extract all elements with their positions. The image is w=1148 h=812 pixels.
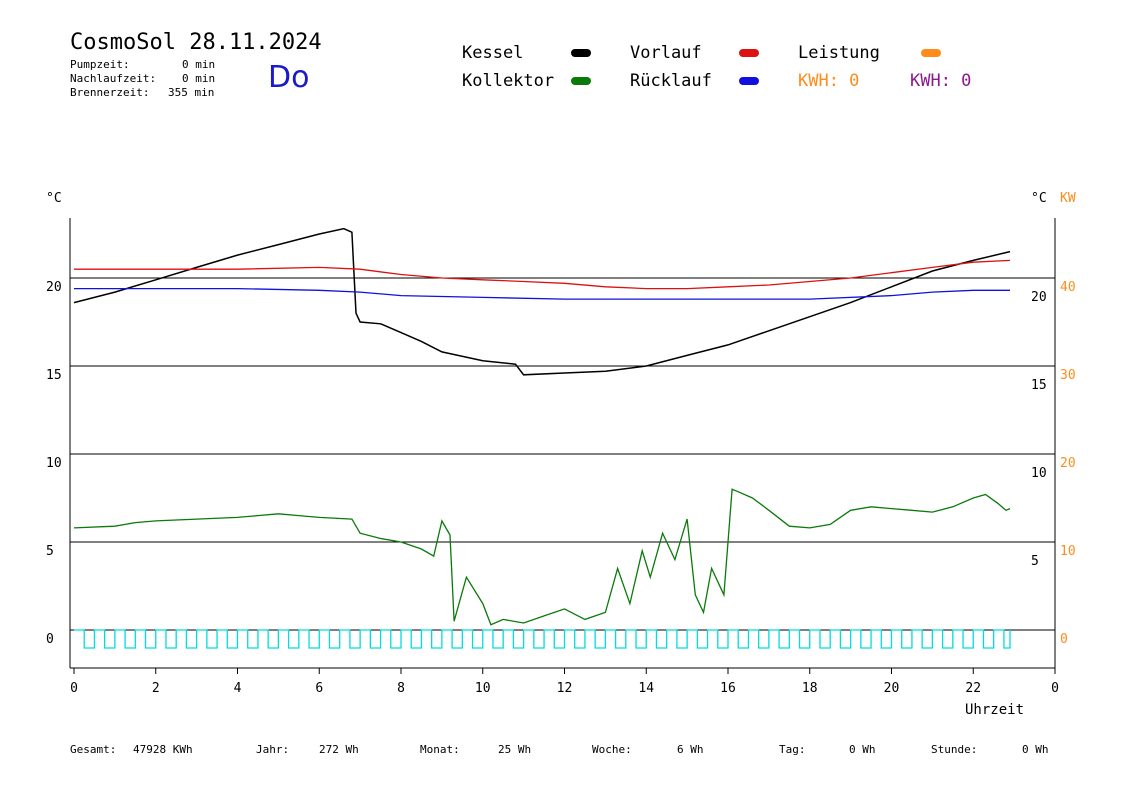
footer-tag-label: Tag: <box>779 743 806 756</box>
x-tick-label: 10 <box>475 681 491 696</box>
x-tick-label: 4 <box>234 681 242 696</box>
footer-monat-value: 25 Wh <box>498 743 532 756</box>
y-kw-tick-label: 10 <box>1060 544 1076 559</box>
stat-pumpzeit-label: Pumpzeit: <box>70 58 130 71</box>
x-axis-label: Uhrzeit <box>965 702 1024 718</box>
y-left-tick-label: 10 <box>46 456 62 471</box>
y-left-tick-label: 15 <box>46 368 62 383</box>
y-right-tick-label: 5 <box>1031 554 1039 569</box>
footer-woche-value: 6 Wh <box>677 743 704 756</box>
series-line-vorlauf <box>74 259 1011 290</box>
x-tick-label: 6 <box>315 681 323 696</box>
y-kw-tick-label: 20 <box>1060 456 1076 471</box>
legend-ruecklauf-label: Rücklauf <box>630 71 712 91</box>
legend-kessel-label: Kessel <box>462 43 524 63</box>
y-right-kw-unit: KW <box>1060 191 1076 206</box>
legend-ruecklauf-swatch <box>739 77 759 85</box>
stat-pumpzeit-value: 0 min <box>182 58 216 71</box>
legend-kwh-secondary: KWH: 0 <box>910 71 972 91</box>
footer-jahr-value: 272 Wh <box>319 743 359 756</box>
x-tick-label: 12 <box>557 681 573 696</box>
legend-kollektor-label: Kollektor <box>462 71 555 91</box>
series-line-kollektor <box>73 488 1011 626</box>
x-tick-label: 2 <box>152 681 160 696</box>
legend-kwh-leistung: KWH: 0 <box>798 71 860 91</box>
y-kw-tick-label: 30 <box>1060 368 1076 383</box>
x-tick-label: 20 <box>884 681 900 696</box>
stat-brennerzeit-label: Brennerzeit: <box>70 86 150 99</box>
legend-vorlauf-label: Vorlauf <box>630 43 702 63</box>
y-left-unit: °C <box>46 191 62 206</box>
footer-monat-label: Monat: <box>420 743 460 756</box>
footer-gesamt-label: Gesamt: <box>70 743 117 756</box>
chart-title: CosmoSol 28.11.2024 <box>70 30 322 55</box>
series-line-kessel <box>73 227 1011 376</box>
x-tick-label: 22 <box>965 681 981 696</box>
weekday-label: Do <box>268 60 310 95</box>
legend-vorlauf-swatch <box>739 49 759 57</box>
footer-woche-label: Woche: <box>592 743 632 756</box>
footer-jahr-label: Jahr: <box>256 743 290 756</box>
y-left-tick-label: 0 <box>46 632 54 647</box>
axes <box>69 218 1056 674</box>
y-left-tick-label: 5 <box>46 544 54 559</box>
y-right-unit: °C <box>1031 191 1047 206</box>
footer-gesamt-value: 47928 KWh <box>133 743 193 756</box>
y-right-tick-label: 20 <box>1031 290 1047 305</box>
legend-kessel-swatch <box>571 49 591 57</box>
legend-kollektor-swatch <box>571 77 591 85</box>
stat-nachlaufzeit-value: 0 min <box>182 72 216 85</box>
series-line-leistung <box>74 629 1011 649</box>
x-tick-label: 14 <box>638 681 654 696</box>
x-tick-label: 8 <box>397 681 405 696</box>
stat-brennerzeit-value: 355 min <box>168 86 215 99</box>
y-left-tick-label: 20 <box>46 280 62 295</box>
y-kw-tick-label: 40 <box>1060 280 1076 295</box>
series-lines <box>73 227 1011 649</box>
y-right-tick-label: 15 <box>1031 378 1047 393</box>
legend-leistung-swatch <box>921 49 941 57</box>
y-kw-tick-label: 0 <box>1060 632 1068 647</box>
legend-leistung-label: Leistung <box>798 43 880 63</box>
tick-labels: 0 2 4 6 8 10 12 14 16 18 20 22 0 0 5 10 15 20 5 10 15 20 0 10 20… <box>46 280 1076 696</box>
x-tick-label: 0 <box>1051 681 1059 696</box>
x-tick-label: 16 <box>720 681 736 696</box>
gridlines <box>70 277 1055 631</box>
footer-stunde-value: 0 Wh <box>1022 743 1049 756</box>
series-line-rücklauf <box>74 287 1010 300</box>
footer-tag-value: 0 Wh <box>849 743 876 756</box>
footer-stunde-label: Stunde: <box>931 743 978 756</box>
x-tick-label: 0 <box>70 681 78 696</box>
stat-nachlaufzeit-label: Nachlaufzeit: <box>70 72 157 85</box>
y-right-tick-label: 10 <box>1031 466 1047 481</box>
x-tick-label: 18 <box>802 681 818 696</box>
